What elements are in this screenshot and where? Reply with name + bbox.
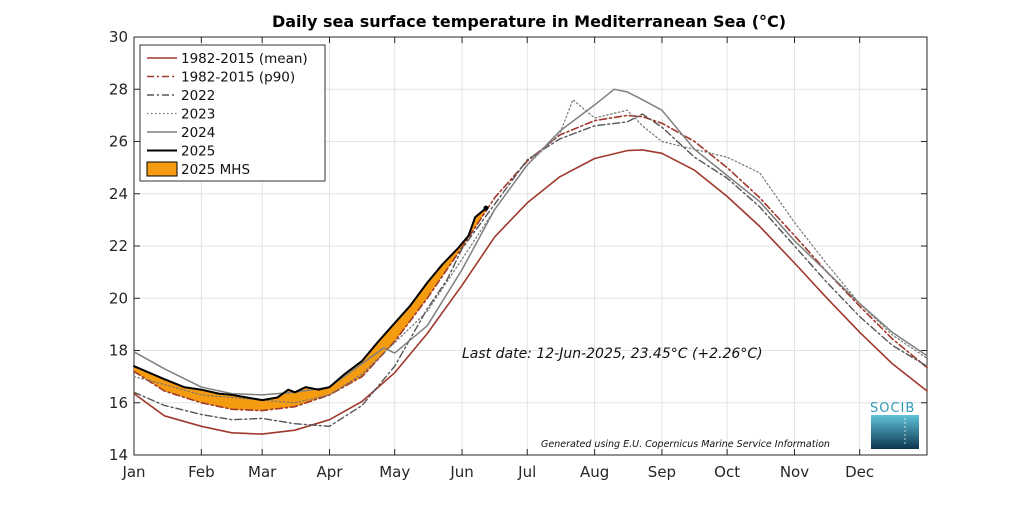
x-tick-label: Jul	[517, 463, 536, 481]
y-tick-label: 22	[109, 237, 128, 255]
copernicus-credit: Generated using E.U. Copernicus Marine S…	[541, 439, 830, 450]
y-tick-label: 20	[109, 289, 128, 307]
x-tick-label: Aug	[580, 463, 609, 481]
series-line-2024	[133, 88, 928, 396]
x-tick-labels: Jan Feb Mar Apr May Jun Jul Aug Sep Oct Nov Dec	[121, 463, 874, 481]
x-tick-label: Sep	[648, 463, 676, 481]
y-tick-label: 24	[109, 185, 128, 203]
socib-logo-text: SOCIB	[870, 401, 915, 416]
socib-logo: SOCIB	[870, 401, 919, 449]
y-tick-label: 18	[109, 342, 128, 360]
x-tick-label: Feb	[188, 463, 215, 481]
series-line-2023	[133, 99, 928, 404]
legend-label: 2025 MHS	[181, 162, 250, 178]
x-tick-label: Oct	[714, 463, 740, 481]
legend-label: 2025	[181, 144, 215, 160]
x-tick-label: May	[379, 463, 410, 481]
x-tick-label: Mar	[248, 463, 277, 481]
x-tick-label: Nov	[780, 463, 809, 481]
axis-ticks	[133, 36, 927, 456]
y-tick-label: 26	[109, 133, 128, 151]
y-tick-label: 16	[109, 394, 128, 412]
x-tick-label: Dec	[845, 463, 874, 481]
legend-label: 2024	[181, 125, 215, 141]
legend: 1982-2015 (mean) 1982-2015 (p90) 2022 2023 2…	[139, 44, 326, 182]
x-tick-label: Apr	[317, 463, 344, 481]
legend-swatch-mhs	[146, 161, 178, 177]
plot-series	[133, 88, 928, 435]
legend-label: 1982-2015 (p90)	[181, 70, 295, 86]
chart-title: Daily sea surface temperature in Mediter…	[272, 12, 786, 31]
mhs-2025-area	[134, 208, 486, 411]
y-tick-label: 28	[109, 80, 128, 98]
series-line-1982-2015-mean-	[133, 149, 928, 435]
series-line-2022	[133, 113, 928, 427]
legend-label: 1982-2015 (mean)	[181, 51, 308, 67]
series-line-2025	[133, 207, 487, 402]
last-date-marker	[483, 205, 489, 211]
legend-box	[139, 44, 326, 182]
legend-label: 2022	[181, 88, 215, 104]
y-tick-label: 14	[109, 446, 128, 464]
x-tick-label: Jan	[121, 463, 145, 481]
x-tick-label: Jun	[449, 463, 473, 481]
y-tick-label: 30	[109, 28, 128, 46]
legend-label: 2023	[181, 107, 215, 123]
y-tick-labels: 14 16 18 20 22 24 26 28 30	[109, 28, 128, 464]
last-date-annotation: Last date: 12-Jun-2025, 23.45°C (+2.26°C…	[462, 346, 763, 362]
